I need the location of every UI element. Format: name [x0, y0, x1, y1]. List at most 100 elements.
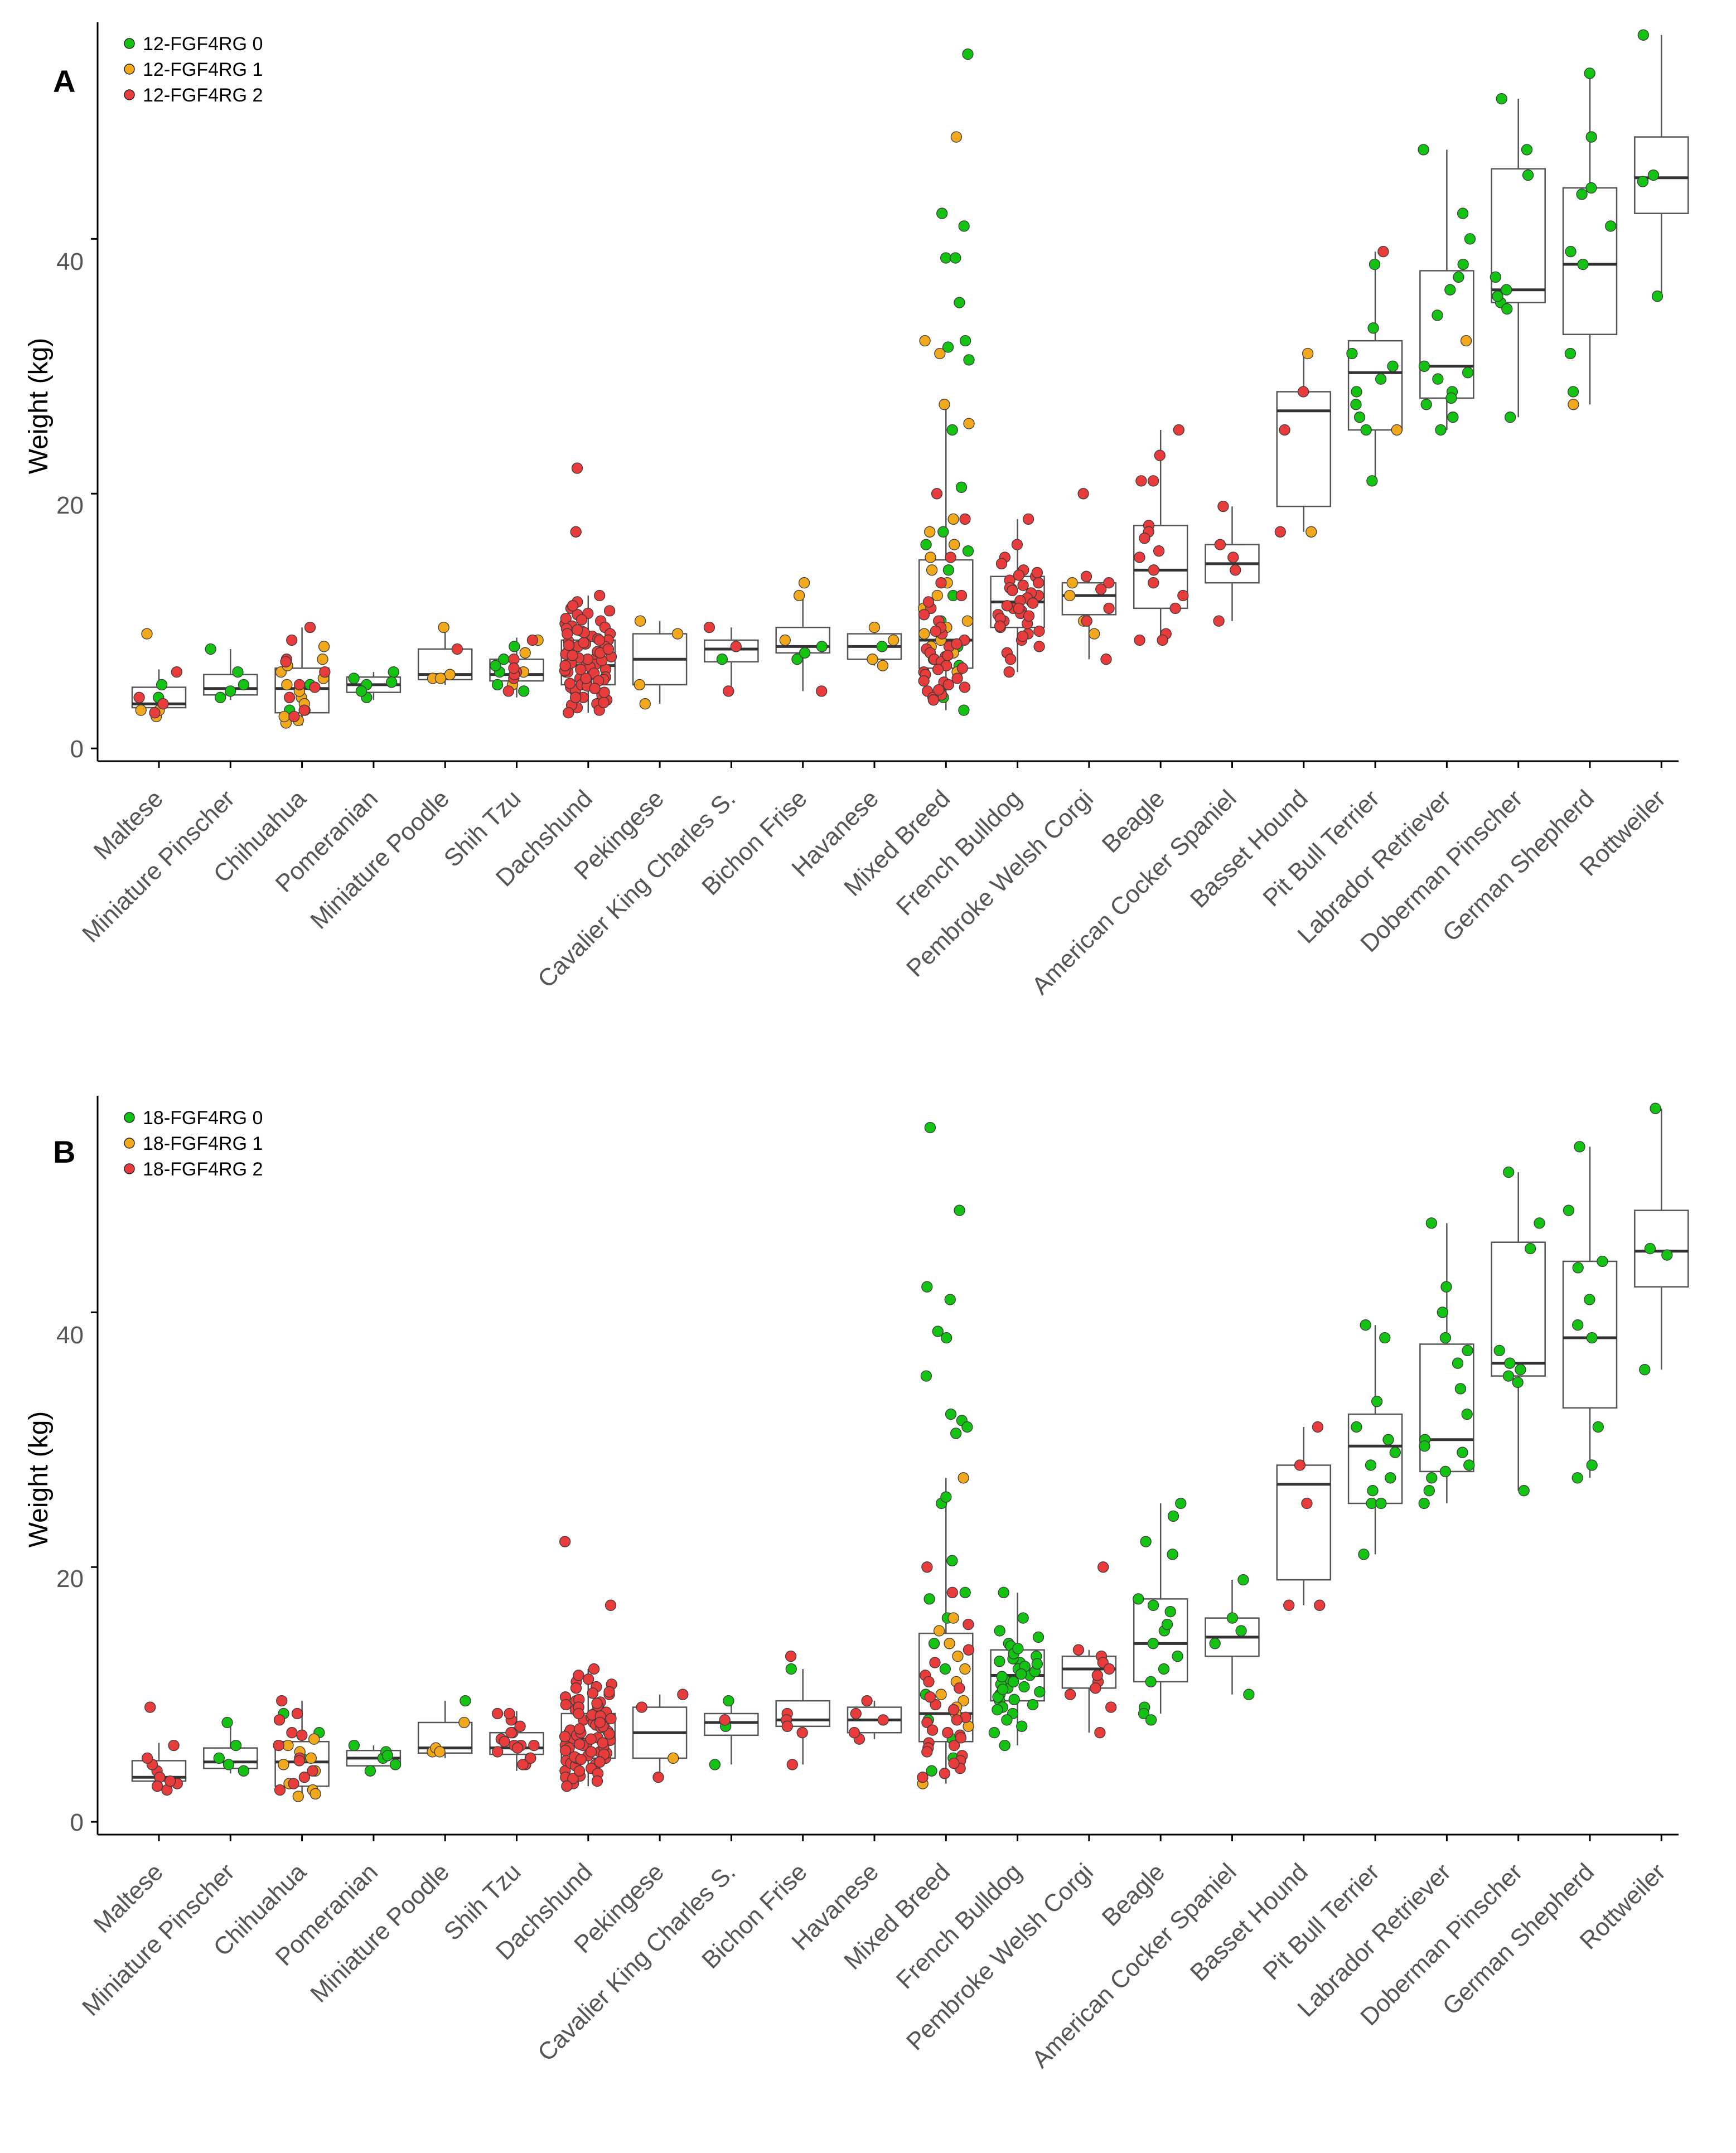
- data-point: [920, 1370, 932, 1382]
- data-point: [925, 551, 936, 563]
- data-point: [634, 679, 645, 691]
- data-point: [956, 662, 968, 674]
- data-point: [950, 252, 961, 264]
- data-point: [1440, 1281, 1452, 1293]
- data-point: [1031, 1658, 1043, 1670]
- data-point: [1023, 610, 1035, 622]
- data-point: [1077, 488, 1089, 500]
- data-point: [587, 1687, 598, 1699]
- data-point: [1661, 1249, 1673, 1261]
- data-point: [281, 679, 293, 691]
- data-point: [1518, 1485, 1530, 1497]
- data-point: [959, 1663, 971, 1675]
- data-point: [995, 558, 1008, 570]
- data-point: [1584, 67, 1595, 79]
- data-point: [165, 1775, 176, 1787]
- data-point: [567, 650, 578, 661]
- data-point: [1301, 1497, 1313, 1509]
- data-point: [205, 643, 216, 655]
- data-point: [1577, 258, 1589, 270]
- data-point: [1418, 360, 1430, 372]
- data-point: [1365, 1459, 1377, 1471]
- data-point: [1432, 309, 1443, 321]
- legend-entry: 12-FGF4RG 0: [143, 33, 263, 55]
- data-point: [278, 710, 290, 723]
- data-point: [868, 621, 881, 633]
- data-point: [585, 1746, 597, 1758]
- data-point: [1011, 539, 1023, 550]
- data-point: [1103, 577, 1115, 589]
- data-point: [785, 1651, 797, 1662]
- data-point: [946, 1586, 958, 1599]
- data-point: [1464, 233, 1476, 245]
- data-point: [603, 1686, 615, 1698]
- data-point: [594, 1756, 606, 1768]
- data-point: [1571, 1472, 1583, 1484]
- data-point: [1439, 1465, 1452, 1478]
- box: [775, 1700, 830, 1728]
- data-point: [1493, 1344, 1505, 1357]
- x-tick-label: Beagle: [1097, 785, 1171, 858]
- data-point: [1033, 625, 1045, 637]
- data-point: [877, 1714, 889, 1726]
- data-point: [141, 628, 153, 640]
- data-point: [947, 513, 959, 525]
- data-point: [1001, 600, 1013, 612]
- legend-entry: 12-FGF4RG 2: [143, 85, 263, 106]
- data-point: [1453, 271, 1464, 283]
- data-point: [1503, 1166, 1515, 1178]
- data-point: [1454, 1383, 1467, 1395]
- data-point: [221, 1716, 233, 1729]
- data-point: [605, 1712, 617, 1725]
- data-point: [1437, 1307, 1448, 1318]
- data-point: [1072, 1644, 1085, 1656]
- data-point: [1140, 1536, 1152, 1547]
- data-point: [434, 1746, 446, 1758]
- data-point: [850, 1707, 862, 1720]
- data-point: [668, 1752, 679, 1764]
- data-point: [563, 639, 575, 651]
- data-point: [779, 634, 791, 646]
- data-point: [941, 1332, 952, 1344]
- data-point: [877, 660, 889, 671]
- data-point: [283, 691, 296, 703]
- data-point: [947, 1612, 959, 1624]
- data-point: [578, 637, 589, 649]
- data-point: [602, 643, 615, 655]
- data-point: [730, 641, 742, 652]
- data-point: [918, 628, 930, 640]
- data-point: [1426, 1472, 1438, 1484]
- box: [704, 639, 759, 663]
- data-point: [963, 1618, 974, 1631]
- legend: 12-FGF4RG 0 12-FGF4RG 1 12-FGF4RG 2: [124, 33, 263, 106]
- data-point: [1351, 386, 1362, 398]
- data-point: [997, 1683, 1009, 1695]
- data-point: [921, 1281, 933, 1293]
- data-point: [575, 1754, 587, 1765]
- data-point: [1158, 1663, 1170, 1675]
- data-point: [918, 675, 930, 687]
- data-point: [133, 691, 145, 703]
- data-point: [1379, 1332, 1391, 1344]
- data-point: [927, 694, 939, 706]
- data-point: [950, 1428, 962, 1439]
- data-point: [348, 1739, 360, 1752]
- data-point: [381, 1750, 394, 1762]
- data-point: [563, 707, 574, 719]
- data-point: [560, 1699, 572, 1711]
- data-point: [924, 526, 936, 538]
- data-point: [1100, 654, 1112, 665]
- data-point: [951, 672, 963, 684]
- data-point: [1177, 589, 1189, 602]
- data-point: [491, 1707, 504, 1720]
- data-point: [930, 1699, 941, 1711]
- legend-entry: 18-FGF4RG 2: [143, 1159, 263, 1180]
- data-point: [887, 634, 900, 646]
- data-point: [1153, 545, 1165, 557]
- data-point: [574, 1723, 586, 1735]
- data-point: [308, 1733, 320, 1745]
- data-point: [1492, 291, 1503, 302]
- data-point: [583, 1673, 594, 1685]
- data-point: [923, 1593, 935, 1605]
- data-point: [1103, 602, 1115, 615]
